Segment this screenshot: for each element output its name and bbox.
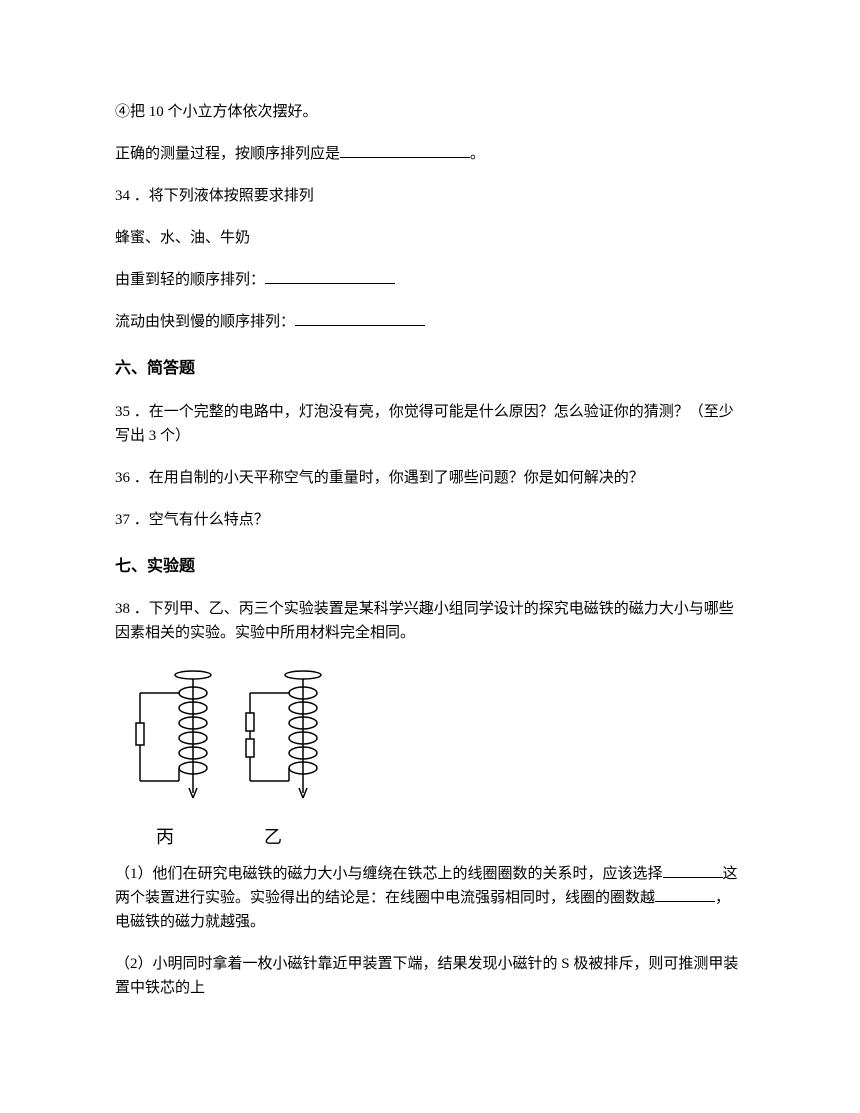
q38-1-blank1[interactable] xyxy=(663,863,723,878)
q4-blank[interactable] xyxy=(340,143,470,158)
section6-heading: 六、简答题 xyxy=(115,356,745,382)
q36: 36 ．在用自制的小天平称空气的重量时，你遇到了哪些问题？你是如何解决的？ xyxy=(115,466,745,490)
q34-line2: 流动由快到慢的顺序排列： xyxy=(115,310,745,334)
q34-blank1[interactable] xyxy=(265,269,395,284)
q34-line1-text: 由重到轻的顺序排列： xyxy=(115,272,265,288)
q4-end: 。 xyxy=(470,146,485,162)
q38-1a: （1）他们在研究电磁铁的磁力大小与缠绕在铁芯上的线圈圈数的关系时，应该选择 xyxy=(115,866,663,882)
q34-line1: 由重到轻的顺序排列： xyxy=(115,268,745,292)
q38-part2: （2）小明同时拿着一枚小磁针靠近甲装置下端，结果发现小磁针的 S 极被排斥，则可… xyxy=(115,952,745,1000)
q4-prompt-text: 正确的测量过程，按顺序排列应是 xyxy=(115,146,340,162)
q38-intro: 38 ．下列甲、乙、丙三个实验装置是某科学兴趣小组同学设计的探究电磁铁的磁力大小… xyxy=(115,597,745,645)
q4-instruction: ④把 10 个小立方体依次摆好。 xyxy=(115,100,745,124)
q34-items: 蜂蜜、水、油、牛奶 xyxy=(115,226,745,250)
electromagnet-diagram: 丙 乙 xyxy=(115,663,745,852)
q34-blank2[interactable] xyxy=(295,311,425,326)
diagram-labels-row: 丙 乙 xyxy=(145,823,745,852)
diagram-label-right: 乙 xyxy=(253,823,293,852)
q4-prompt-line: 正确的测量过程，按顺序排列应是 。 xyxy=(115,142,745,166)
q38-1-blank2[interactable] xyxy=(655,887,715,902)
diagram-label-left: 丙 xyxy=(145,823,185,852)
electromagnet-svg xyxy=(115,663,345,823)
q35: 35 ．在一个完整的电路中，灯泡没有亮，你觉得可能是什么原因？怎么验证你的猜测？… xyxy=(115,400,745,448)
q38-part1: （1）他们在研究电磁铁的磁力大小与缠绕在铁芯上的线圈圈数的关系时，应该选择这两个… xyxy=(115,862,745,934)
q34-line2-text: 流动由快到慢的顺序排列： xyxy=(115,314,295,330)
q37: 37 ．空气有什么特点？ xyxy=(115,508,745,532)
q34-title: 34 ．将下列液体按照要求排列 xyxy=(115,184,745,208)
section7-heading: 七、实验题 xyxy=(115,554,745,580)
